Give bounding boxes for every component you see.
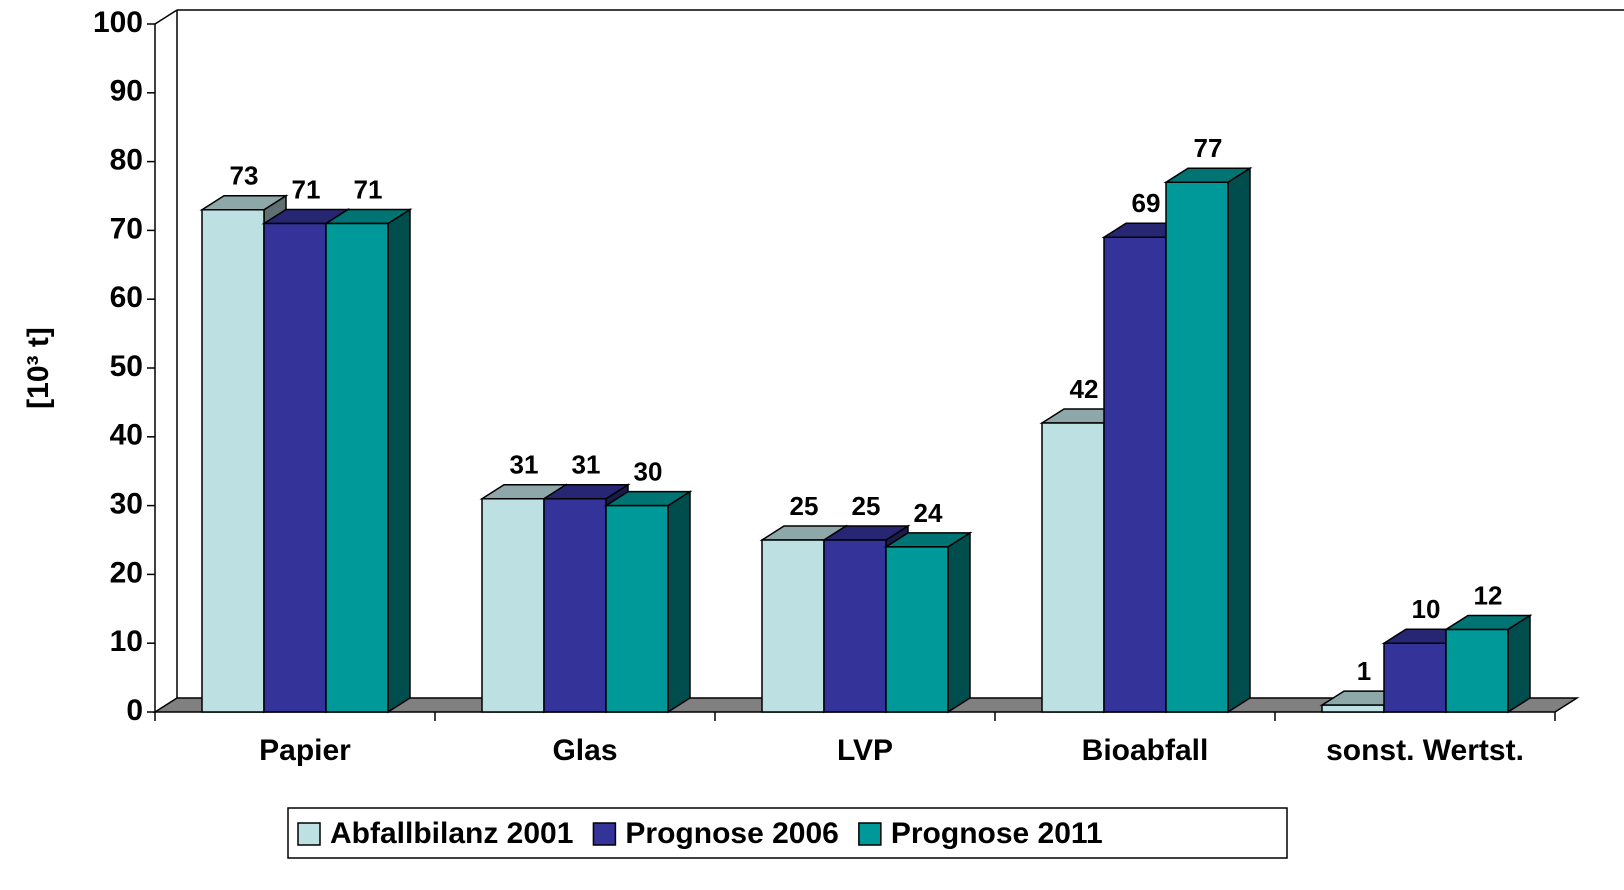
legend-label: Prognose 2011 (891, 817, 1103, 850)
value-label: 42 (1070, 374, 1099, 404)
x-tick-label: Papier (259, 734, 351, 767)
value-label: 25 (790, 491, 819, 521)
legend-swatch (297, 822, 321, 846)
bar-front (1383, 642, 1447, 713)
x-tick-label: Bioabfall (1082, 734, 1209, 767)
y-tick-label: 90 (110, 75, 143, 108)
bar-front (823, 539, 887, 713)
value-label: 71 (292, 174, 321, 204)
bar-front (543, 497, 607, 713)
bar (603, 490, 693, 714)
bar-side (667, 490, 691, 714)
legend-box (287, 807, 1288, 859)
y-tick-label: 60 (110, 281, 143, 314)
y-tick-label: 10 (110, 625, 143, 658)
bar-side (1227, 166, 1251, 714)
value-label: 1 (1357, 656, 1371, 686)
value-label: 30 (634, 456, 663, 486)
y-axis-label: [10³ t] (22, 327, 55, 409)
y-tick-label: 70 (110, 212, 143, 245)
axis-corner (154, 9, 178, 25)
value-label: 31 (510, 450, 539, 480)
y-tick-label: 30 (110, 488, 143, 521)
x-tick-label: LVP (837, 734, 893, 767)
bar-front (263, 222, 327, 713)
value-label: 73 (230, 161, 259, 191)
value-label: 71 (354, 174, 383, 204)
y-tick-label: 80 (110, 144, 143, 177)
bar-front (885, 546, 949, 713)
value-label: 69 (1132, 188, 1161, 218)
bar-front (761, 539, 825, 713)
value-label: 77 (1194, 133, 1223, 163)
y-tick-label: 100 (93, 6, 143, 39)
value-label: 31 (572, 450, 601, 480)
value-label: 12 (1474, 580, 1503, 610)
bar-front (1321, 704, 1385, 713)
x-tick-label: sonst. Wertst. (1326, 734, 1524, 767)
bar-front (1445, 628, 1509, 713)
y-tick-label: 20 (110, 556, 143, 589)
bar-side (387, 208, 411, 714)
bar-front (481, 497, 545, 713)
y-tick-label: 0 (126, 694, 143, 727)
bar-front (1041, 422, 1105, 713)
bar-side (947, 531, 971, 714)
bar-front (1165, 181, 1229, 713)
value-label: 10 (1412, 594, 1441, 624)
y-tick-label: 50 (110, 350, 143, 383)
legend-label: Abfallbilanz 2001 (330, 817, 573, 850)
bar-front (201, 209, 265, 713)
bar (883, 531, 973, 714)
bar (1163, 166, 1253, 714)
bar-side (1507, 614, 1531, 714)
y-tick-label: 40 (110, 419, 143, 452)
legend-label: Prognose 2006 (625, 817, 838, 850)
bar (323, 208, 413, 714)
legend-swatch (858, 822, 882, 846)
value-label: 24 (914, 498, 943, 528)
x-tick-label: Glas (552, 734, 617, 767)
bar-front (605, 504, 669, 713)
value-label: 25 (852, 491, 881, 521)
bar-front (1103, 236, 1167, 713)
legend-swatch (592, 822, 617, 846)
bar (1443, 614, 1533, 714)
bar-front (325, 222, 389, 713)
